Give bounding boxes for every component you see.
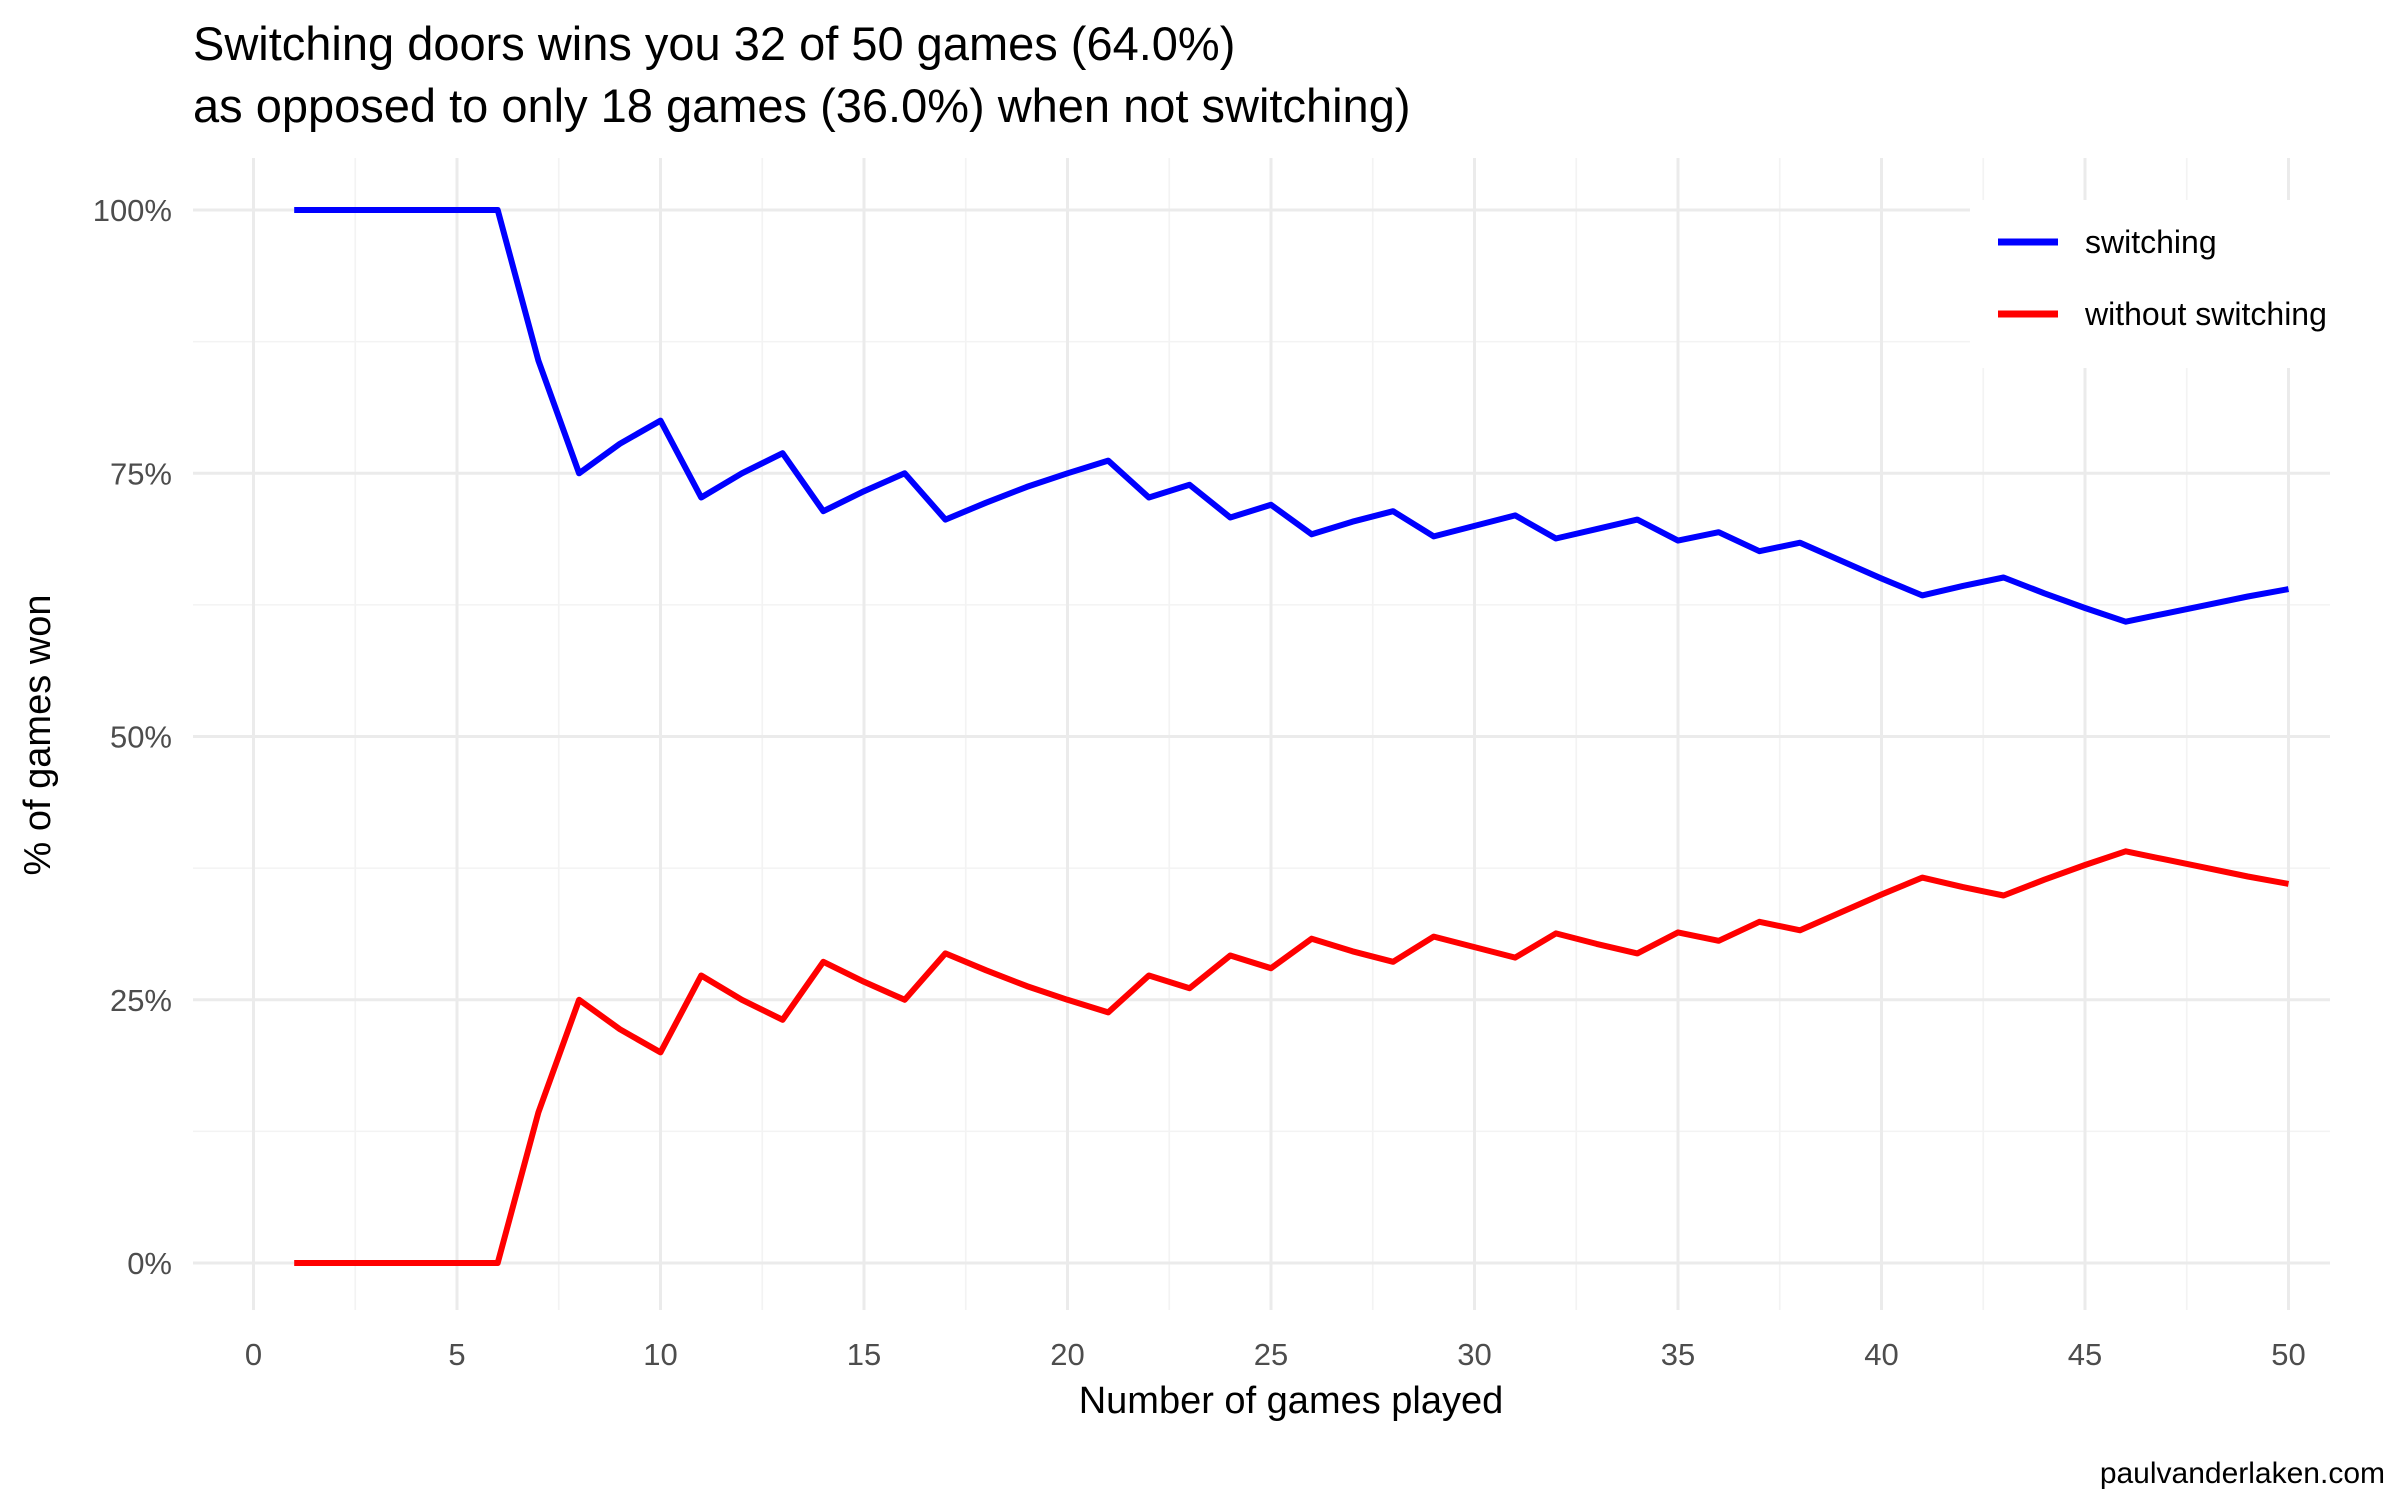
chart-subtitle: as opposed to only 18 games (36.0%) when… [193,79,1410,132]
y-tick-label: 100% [93,193,172,228]
series-line-without-switching [294,848,2290,1266]
y-tick-label: 0% [127,1246,172,1281]
x-tick-label: 15 [847,1337,881,1372]
x-tick-label: 25 [1254,1337,1288,1372]
y-tick-label: 25% [110,983,172,1018]
legend: switching without switching [1970,200,2370,368]
chart-title: Switching doors wins you 32 of 50 games … [193,17,1235,70]
caption: paulvanderlaken.com [2100,1457,2385,1490]
y-tick-label: 75% [110,456,172,491]
y-axis-ticks: 0% 25% 50% 75% 100% [93,193,172,1281]
x-axis-title: Number of games played [1079,1380,1504,1422]
x-tick-label: 0 [245,1337,262,1372]
x-tick-label: 10 [643,1337,677,1372]
series-lines [294,207,2290,1266]
x-axis-ticks: 0 5 10 15 20 25 30 35 40 45 50 [245,1337,2306,1372]
series-line-switching [294,207,2290,625]
x-tick-label: 20 [1050,1337,1084,1372]
legend-label: without switching [2084,296,2327,332]
x-tick-label: 50 [2271,1337,2305,1372]
y-tick-label: 50% [110,720,172,755]
legend-label: switching [2085,224,2217,260]
x-tick-label: 45 [2068,1337,2102,1372]
x-tick-label: 40 [1864,1337,1898,1372]
x-tick-label: 30 [1457,1337,1491,1372]
x-tick-label: 35 [1661,1337,1695,1372]
legend-background [1970,200,2370,368]
y-axis-title: % of games won [17,595,59,876]
x-tick-label: 5 [448,1337,465,1372]
